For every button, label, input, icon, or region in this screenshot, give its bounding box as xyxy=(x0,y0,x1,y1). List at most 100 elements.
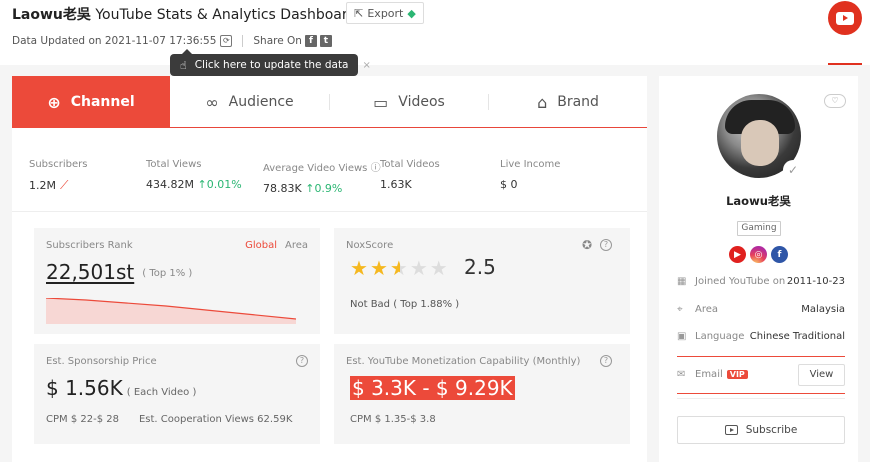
share-on-label: Share On xyxy=(253,35,302,47)
help-icon[interactable]: ⓘ xyxy=(370,163,381,174)
channel-name: Laowu老吳 xyxy=(726,194,791,208)
twitter-share-icon[interactable]: t xyxy=(319,35,332,47)
rank-value: 22,501st ( Top 1% ) xyxy=(46,260,192,284)
divider xyxy=(677,356,845,357)
star-icon: ★ xyxy=(429,256,450,280)
stat-label: Average Video Views xyxy=(263,163,368,174)
tooltip-text: Click here to update the data xyxy=(194,59,349,71)
tab-label: Brand xyxy=(557,94,599,110)
price-unit: ( Each Video ) xyxy=(126,387,197,398)
video-camera-icon: ▭ xyxy=(373,92,389,112)
star-rating: ★★★★★ xyxy=(350,256,450,280)
up-arrow-icon: ↑ xyxy=(305,182,315,195)
stat-value: 1.2M xyxy=(29,179,56,192)
noxscore-panel: NoxScore ✪ ? ★★★★★ 2.5 Not Bad ( Top 1.8… xyxy=(334,228,630,334)
tab-brand[interactable]: ⌂ Brand xyxy=(489,76,647,128)
badge-icon[interactable]: ✪ xyxy=(581,238,592,252)
profile-card: ♡ ✓ Laowu老吳 Gaming ▶ ◎ f ▦ Joined YouTube… xyxy=(659,76,858,462)
panel-label: Est. YouTube Monetization Capability (Mo… xyxy=(346,356,581,367)
brand-icon: ⌂ xyxy=(537,92,548,112)
rank-tab-area[interactable]: Area xyxy=(284,240,308,251)
star-icon: ★ xyxy=(369,256,390,280)
panel-label: NoxScore xyxy=(346,240,394,251)
view-email-button[interactable]: View xyxy=(798,364,845,386)
rank-tab-global[interactable]: Global xyxy=(245,240,277,251)
export-icon: ⇱ xyxy=(354,6,364,20)
category-tag[interactable]: Gaming xyxy=(737,221,781,236)
divider xyxy=(677,398,845,399)
price-value: $ 1.56K xyxy=(46,376,123,400)
export-button[interactable]: ⇱ Export ◆ xyxy=(346,2,424,24)
monetization-panel: Est. YouTube Monetization Capability (Mo… xyxy=(334,344,630,444)
trend-icon[interactable]: ⟋ xyxy=(59,178,69,192)
youtube-link-icon[interactable]: ▶ xyxy=(729,246,746,263)
calendar-icon: ▦ xyxy=(677,276,687,287)
platform-underline xyxy=(828,63,862,65)
subscribe-label: Subscribe xyxy=(745,424,798,436)
subscribers-rank-panel: Subscribers Rank Global Area 22,501st ( To… xyxy=(34,228,320,334)
top-bar: Laowu老吳 YouTube Stats & Analytics Dashbo… xyxy=(0,0,870,65)
star-icon: ★ xyxy=(350,256,370,280)
refresh-data-icon[interactable]: ⟳ xyxy=(220,35,233,47)
page-title: Laowu老吳 YouTube Stats & Analytics Dashbo… xyxy=(12,4,356,24)
nox-score-value: 2.5 xyxy=(464,255,496,279)
stat-value: 78.83K xyxy=(263,182,302,195)
vip-gem-icon: ◆ xyxy=(407,6,416,20)
tab-channel[interactable]: ⊕ Channel xyxy=(12,76,170,128)
stat-total-views: Total Views 434.82M ↑0.01% xyxy=(146,159,242,191)
verified-badge-icon: ✓ xyxy=(783,160,803,180)
main-card: ⊕ Channel ∞ Audience ▭ Videos ⌂ Brand Su… xyxy=(12,76,647,462)
monetization-cpm: CPM $ 1.35-$ 3.8 xyxy=(350,414,436,425)
tab-videos[interactable]: ▭ Videos xyxy=(330,76,488,128)
instagram-link-icon[interactable]: ◎ xyxy=(750,246,767,263)
help-icon[interactable]: ? xyxy=(296,355,308,367)
tab-divider xyxy=(329,94,330,110)
monetization-range: $ 3.3K - $ 9.29K xyxy=(350,376,515,400)
stat-label: Total Videos xyxy=(380,159,440,170)
help-icon[interactable]: ? xyxy=(600,355,612,367)
facebook-link-icon[interactable]: f xyxy=(771,246,788,263)
up-arrow-icon: ↑ xyxy=(197,178,207,191)
subscribe-button[interactable]: Subscribe xyxy=(677,416,845,444)
area-value: Malaysia xyxy=(801,304,845,315)
stat-label: Subscribers xyxy=(29,159,88,170)
title-channel-name: Laowu老吳 xyxy=(12,7,91,23)
panel-label: Subscribers Rank xyxy=(46,240,133,251)
email-row: ✉ Email VIP xyxy=(677,369,748,380)
mail-icon: ✉ xyxy=(677,369,686,380)
stat-average-views: Average Video Views ⓘ 78.83K ↑0.9% xyxy=(263,159,381,195)
half-star-icon: ★ xyxy=(389,256,410,280)
update-tooltip: ☝ Click here to update the data × xyxy=(170,49,371,76)
divider xyxy=(677,393,845,394)
meta-line: Data Updated on 2021-11-07 17:36:55 ⟳ Sh… xyxy=(12,35,332,47)
tab-bar: ⊕ Channel ∞ Audience ▭ Videos ⌂ Brand xyxy=(12,76,647,128)
cooperation-views: Est. Cooperation Views 62.59K xyxy=(138,414,293,425)
stat-label: Live Income xyxy=(500,159,561,170)
star-icon: ★ xyxy=(409,256,430,280)
export-label: Export xyxy=(367,6,404,20)
nox-score-desc: Not Bad ( Top 1.88% ) xyxy=(350,299,460,310)
rank-number: 22,501st xyxy=(46,260,135,284)
stat-change: 0.01% xyxy=(206,178,242,191)
tab-audience[interactable]: ∞ Audience xyxy=(170,76,329,128)
vip-badge: VIP xyxy=(726,370,748,379)
help-icon[interactable]: ? xyxy=(600,239,612,251)
rank-trend-sparkline xyxy=(46,298,296,324)
stat-total-videos: Total Videos 1.63K xyxy=(380,159,440,191)
globe-icon: ⊕ xyxy=(47,92,61,112)
location-pin-icon: ⌖ xyxy=(677,304,683,315)
stat-label: Total Views xyxy=(146,159,202,170)
stat-live-income: Live Income $ 0 xyxy=(500,159,560,191)
favorite-heart-icon[interactable]: ♡ xyxy=(824,94,846,108)
stat-value: 1.63K xyxy=(380,178,412,191)
monetization-value: $ 3.3K - $ 9.29K xyxy=(350,376,515,400)
youtube-platform-icon[interactable] xyxy=(828,1,862,35)
sponsorship-value: $ 1.56K( Each Video ) xyxy=(46,376,196,400)
social-links: ▶ ◎ f xyxy=(729,246,788,263)
joined-value: 2011-10-23 xyxy=(786,276,845,287)
language-value: Chinese Traditional xyxy=(749,331,845,342)
rank-top-percent: ( Top 1% ) xyxy=(142,268,193,279)
tooltip-close-icon[interactable]: × xyxy=(362,59,371,71)
tab-label: Channel xyxy=(70,94,135,110)
facebook-share-icon[interactable]: f xyxy=(304,35,317,47)
